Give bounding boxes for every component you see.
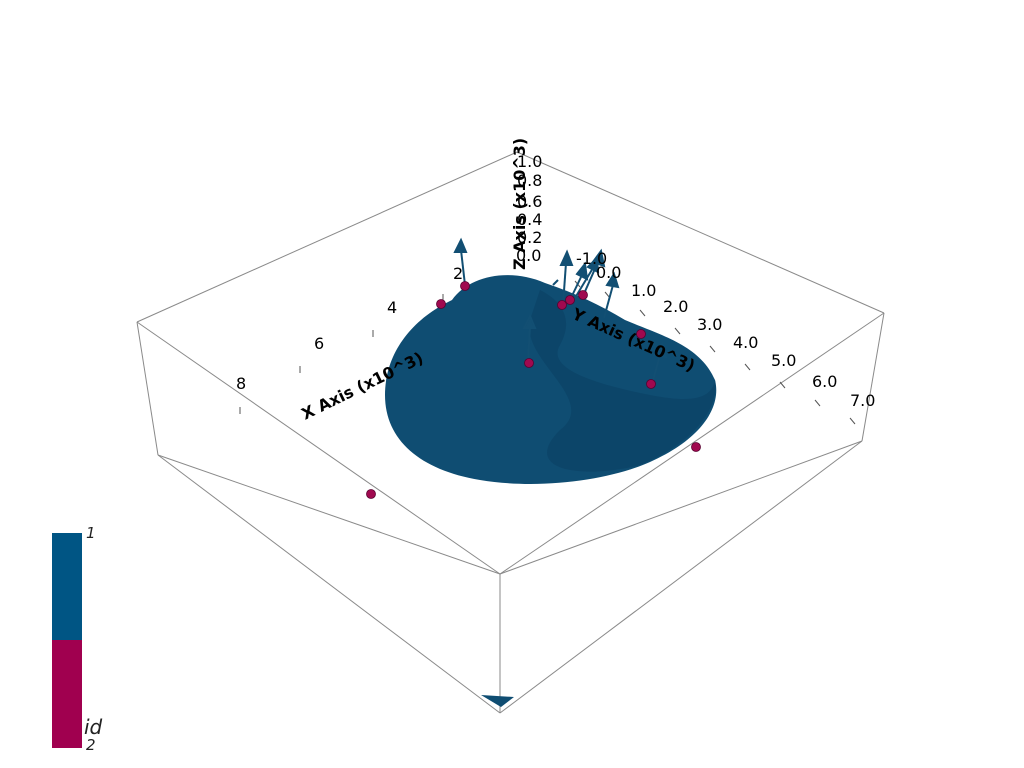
x-tick-label: 2	[453, 264, 463, 283]
y-tick-label: 2.0	[663, 297, 688, 316]
scalar-bar-min-label: 2	[86, 736, 96, 754]
isosurface-shadow	[529, 290, 716, 472]
x-tick-label: 4	[387, 298, 397, 317]
x-tick-labels: 2 4 6 8	[236, 264, 463, 393]
z-tick-label: 0.4	[517, 210, 542, 229]
y-tick-label: 3.0	[697, 315, 722, 334]
z-tick-label: 0.2	[517, 228, 542, 247]
scalar-bar-max-label: 1	[86, 524, 96, 542]
y-tick-label: 4.0	[733, 333, 758, 352]
y-tick-label: 7.0	[850, 391, 875, 410]
y-tick-label: 6.0	[812, 372, 837, 391]
y-tick-label: 0.0	[596, 263, 621, 282]
z-tick-label: 1.0	[517, 152, 542, 171]
z-tick-label: 0.6	[517, 192, 542, 211]
y-tick-label: -1.0	[576, 249, 607, 268]
orientation-marker	[481, 695, 514, 707]
scalar-bar	[52, 533, 82, 748]
scalar-bar-low	[52, 640, 82, 748]
z-axis-title: Z Axis (x10^3)	[510, 138, 529, 270]
point	[436, 299, 446, 309]
point	[565, 295, 575, 305]
point	[646, 379, 656, 389]
point	[691, 442, 701, 452]
bounding-box	[136, 151, 885, 714]
y-tick-label: 5.0	[771, 351, 796, 370]
point	[557, 300, 567, 310]
z-tick-labels: 0.0 0.2 0.4 0.6 0.8 1.0	[516, 152, 542, 265]
point	[460, 281, 470, 291]
y-tick-label: 1.0	[631, 281, 656, 300]
axis-ticks	[239, 280, 856, 425]
y-tick-labels: -1.0 0.0 1.0 2.0 3.0 4.0 5.0 6.0 7.0	[576, 249, 875, 410]
x-tick-label: 8	[236, 374, 246, 393]
point	[578, 290, 588, 300]
point	[366, 489, 376, 499]
scalar-bar-title: id	[84, 715, 103, 739]
scalar-bar-high	[52, 533, 82, 640]
z-tick-label: 0.8	[517, 171, 542, 190]
z-tick-label: 0.0	[516, 246, 541, 265]
point	[524, 358, 534, 368]
data-points	[366, 281, 701, 499]
x-tick-label: 6	[314, 334, 324, 353]
vector-glyphs	[453, 237, 668, 385]
point	[636, 329, 646, 339]
